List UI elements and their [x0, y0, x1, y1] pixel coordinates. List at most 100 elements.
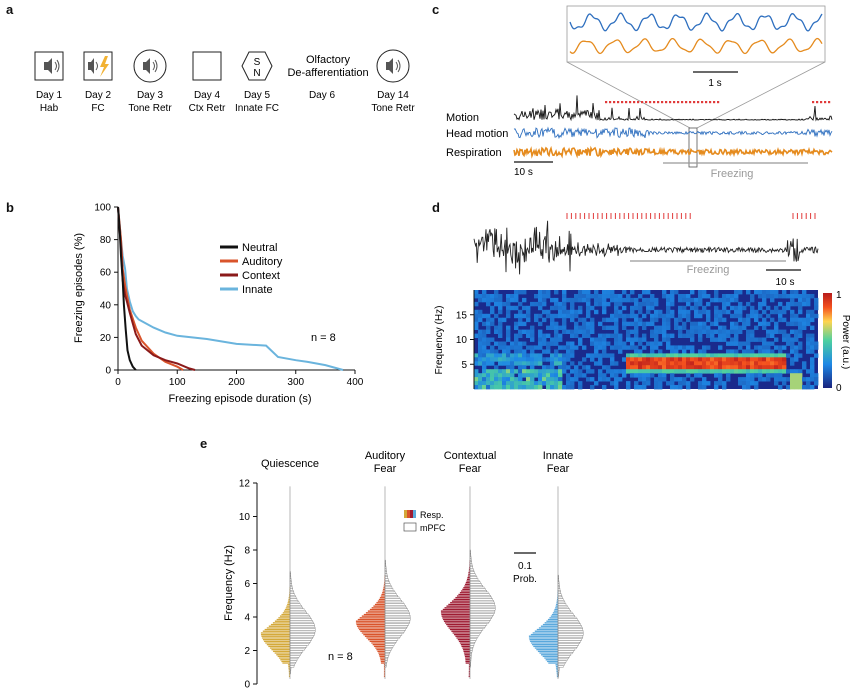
e-resp-bin [536, 628, 559, 631]
e-resp-bin [465, 662, 471, 665]
d-spectrogram-cell [602, 297, 607, 303]
d-spectrogram-cell [774, 337, 779, 342]
d-spectrogram-cell [730, 357, 735, 362]
e-resp-bin [528, 636, 559, 639]
d-spectrogram-cell [634, 317, 639, 323]
d-spectrogram-cell [674, 345, 679, 350]
e-mpfc-bin [384, 576, 388, 579]
e-resp-bin [359, 616, 386, 619]
d-spectrogram-cell [742, 385, 747, 390]
e-resp-bin [287, 663, 291, 666]
e-mpfc-bin [289, 613, 309, 616]
d-spectrogram-cell [706, 361, 711, 366]
d-spectrogram-cell [654, 313, 659, 319]
d-spectrogram-cell [790, 337, 795, 342]
d-spectrogram-cell [806, 333, 811, 338]
d-spectrogram-cell [482, 341, 487, 346]
d-spectrogram-cell [586, 329, 591, 334]
d-spectrogram-cell [518, 309, 523, 315]
e-mpfc-bin [289, 611, 307, 614]
d-spectrogram-cell [646, 321, 651, 327]
d-spectrogram-cell [662, 294, 667, 299]
d-spectrogram-cell [642, 357, 647, 362]
e-resp-bin [264, 641, 291, 644]
d-spectrogram-cell [662, 317, 667, 323]
d-spectrogram-cell [650, 301, 655, 307]
e-mpfc-bin [384, 623, 409, 626]
d-scale-label: 10 s [776, 277, 795, 288]
e-mpfc-bin [289, 618, 312, 621]
e-mpfc-bin [384, 593, 397, 596]
d-spectrogram-cell [490, 321, 495, 327]
e-resp-bin [377, 652, 386, 655]
d-spectrogram-cell [558, 333, 563, 338]
d-spectrogram-cell [746, 361, 751, 366]
d-spectrogram-cell [602, 345, 607, 350]
c-freeze-marker [605, 101, 608, 104]
d-spectrogram-cell [654, 365, 659, 370]
c-inset-resp-trace [569, 37, 823, 55]
e-mpfc-bin [289, 631, 316, 634]
d-spectrogram-cell [486, 357, 491, 362]
e-mpfc-bin [384, 636, 400, 639]
e-mpfc-bin [384, 620, 411, 623]
d-spectrogram-cell [690, 349, 695, 354]
d-spectrogram-cell [542, 297, 547, 303]
d-spectrogram-cell [474, 309, 479, 315]
d-spectrogram-cell [506, 381, 511, 386]
d-spectrogram-cell [638, 349, 643, 354]
d-spectrogram-cell [654, 341, 659, 346]
d-spectrogram-cell [562, 353, 567, 358]
d-spectrogram-cell [790, 349, 795, 354]
d-spectrogram-cell [782, 377, 787, 382]
d-spectrogram-cell [670, 309, 675, 315]
d-spectrogram-cell [810, 325, 815, 330]
d-spectrogram-cell [574, 365, 579, 370]
e-mpfc-bin [384, 586, 393, 589]
d-spectrogram-cell [754, 373, 759, 378]
c-freeze-marker [820, 101, 823, 104]
d-spectrogram-cell [494, 373, 499, 378]
d-spectrogram-cell [662, 353, 667, 358]
d-spectrogram-cell [686, 313, 691, 319]
e-resp-bin [530, 641, 559, 644]
b-series-line-context [117, 206, 196, 371]
d-spectrogram-cell [790, 385, 795, 390]
d-spectrogram-cell [686, 381, 691, 386]
d-spectrogram-cell [630, 345, 635, 350]
d-spectrogram-cell [614, 317, 619, 323]
d-spectrogram-cell [494, 301, 499, 307]
d-spectrogram-cell [606, 341, 611, 346]
e-mpfc-bin [469, 623, 488, 626]
d-spectrogram-cell [514, 353, 519, 358]
d-spectrogram-cell [630, 290, 635, 295]
d-spectrogram-cell [766, 290, 771, 295]
d-spectrogram-cell [674, 349, 679, 354]
d-spectrogram-cell [598, 294, 603, 299]
d-spectrogram-cell [538, 301, 543, 307]
d-spectrogram-cell [670, 369, 675, 374]
e-mpfc-bin [557, 620, 579, 623]
d-spectrogram-cell [778, 361, 783, 366]
e-mpfc-bin [384, 585, 392, 588]
d-spectrogram-cell [718, 373, 723, 378]
d-spectrogram-cell [550, 297, 555, 303]
b-legend: Neutral Auditory Context Innate [220, 242, 283, 296]
d-spectrogram-cell [794, 301, 799, 307]
e-resp-bin [377, 650, 386, 653]
d-spectrogram [474, 290, 819, 390]
e-mpfc-bin [289, 626, 316, 629]
e-mpfc-bin [384, 596, 400, 599]
d-spectrogram-cell [802, 290, 807, 295]
d-spectrogram-cell [546, 365, 551, 370]
e-resp-bin [356, 623, 386, 626]
d-spectrogram-cell [558, 365, 563, 370]
d-spectrogram-cell [618, 313, 623, 319]
d-spectrogram-cell [742, 361, 747, 366]
d-spectrogram-cell [638, 301, 643, 307]
d-spectrogram-cell [666, 381, 671, 386]
e-resp-bin [272, 621, 291, 624]
e-mpfc-bin [557, 660, 567, 663]
d-spectrogram-cell [566, 353, 571, 358]
e-resp-bin [440, 611, 471, 614]
